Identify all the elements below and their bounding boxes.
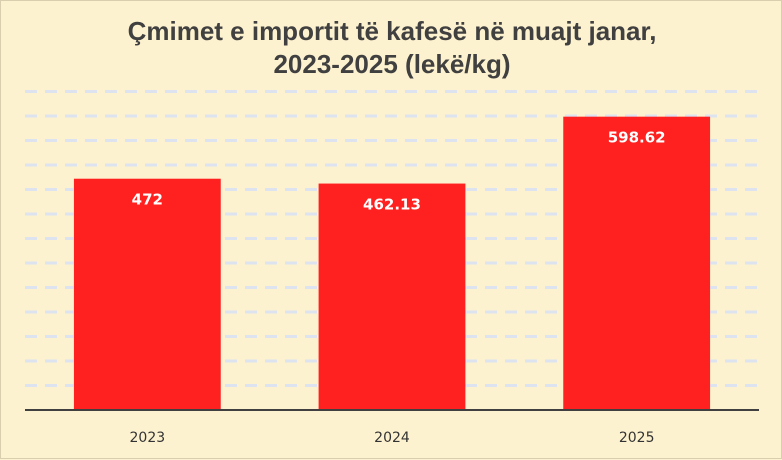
- bar-2024: [318, 183, 466, 410]
- bar-2023: [73, 178, 221, 410]
- x-tick-label-2023: 2023: [130, 430, 166, 446]
- bar-value-label-2025: 598.62: [608, 129, 666, 147]
- bar-2025: [563, 116, 711, 410]
- x-tick-label-2024: 2024: [374, 430, 410, 446]
- x-tick-labels: 2023 2024 2025: [130, 430, 655, 446]
- chart-title-line-1: Çmimet e importit të kafesë në muajt jan…: [127, 16, 657, 46]
- bar-value-label-2023: 472: [132, 191, 163, 209]
- bar-value-label-2024: 462.13: [363, 196, 421, 214]
- bar-value-labels: 472 462.13 598.62: [132, 129, 666, 214]
- bars: [73, 116, 711, 410]
- chart-title-line-2: 2023-2025 (lekë/kg): [273, 49, 511, 79]
- x-tick-label-2025: 2025: [619, 430, 655, 446]
- chart-title: Çmimet e importit të kafesë në muajt jan…: [1, 15, 782, 81]
